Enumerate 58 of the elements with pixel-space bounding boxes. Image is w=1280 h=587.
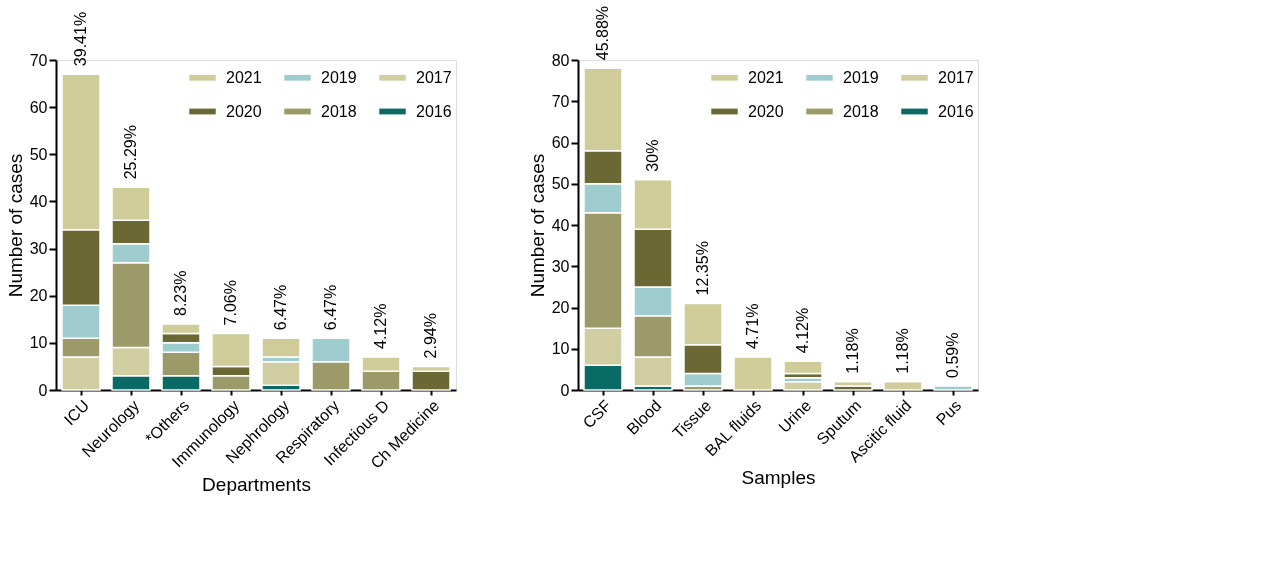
legend-label: 2018 (843, 102, 879, 120)
annotation: 30% (644, 139, 661, 172)
legend-label: 2018 (321, 102, 357, 120)
y-tick-label: 50 (29, 145, 48, 163)
bar (733, 356, 773, 391)
y-tick-label: 10 (29, 334, 48, 352)
legend-label: 2020 (226, 102, 262, 120)
y-tick-label: 10 (551, 340, 570, 358)
annotation: 39.41% (72, 11, 89, 67)
annotation: 1.18% (844, 328, 861, 374)
annotation: 8.23% (172, 270, 189, 316)
bar (261, 360, 301, 387)
bar (261, 337, 301, 358)
annotation: 4.71% (744, 303, 761, 349)
bar (833, 381, 873, 387)
bar (411, 370, 451, 391)
legend-label: 2016 (938, 102, 974, 120)
legend-label: 2017 (416, 68, 452, 86)
y-tick-label: 40 (551, 216, 570, 234)
y-tick-label: 30 (551, 257, 570, 275)
y-tick-label: 0 (38, 381, 48, 399)
y-axis-title: Number of cases (526, 153, 548, 298)
annotation: 25.29% (122, 125, 139, 180)
annotation: 4.12% (794, 307, 811, 354)
annotation: 45.88% (594, 5, 611, 61)
y-tick-label: 60 (551, 134, 570, 151)
annotation: 12.35% (694, 241, 711, 296)
legend-label: 2017 (938, 68, 974, 86)
legend-label: 2020 (748, 102, 784, 120)
x-axis-title: Samples (741, 467, 816, 489)
y-tick-label: 80 (551, 51, 570, 69)
legend-label: 2021 (226, 68, 262, 86)
annotation: 1.18% (894, 328, 911, 374)
y-tick-label: 40 (29, 192, 48, 210)
y-tick-label: 70 (551, 92, 570, 110)
legend-label: 2021 (748, 68, 784, 86)
y-tick-label: 50 (551, 175, 570, 193)
y-tick-label: 0 (560, 381, 570, 399)
y-tick-label: 20 (551, 299, 570, 316)
y-tick-label: 60 (29, 98, 48, 116)
annotation: 4.12% (372, 303, 389, 349)
x-tick-label: Pus (932, 396, 965, 429)
x-axis-title: Departments (202, 473, 311, 495)
annotation: 6.47% (272, 284, 289, 331)
y-tick-label: 30 (29, 240, 48, 258)
annotation: 7.06% (222, 280, 239, 326)
y-tick-label: 70 (29, 51, 48, 69)
legend-label: 2019 (321, 68, 357, 86)
bar (783, 360, 823, 375)
legend-label: 2019 (843, 68, 879, 86)
annotation: 6.47% (322, 284, 339, 331)
bar (933, 385, 973, 391)
annotation: 0.59% (944, 332, 961, 378)
y-tick-label: 20 (29, 287, 48, 305)
y-axis-title: Number of cases (4, 153, 26, 298)
annotation: 2.94% (422, 313, 439, 359)
bar (883, 381, 923, 391)
legend-label: 2016 (416, 102, 452, 120)
